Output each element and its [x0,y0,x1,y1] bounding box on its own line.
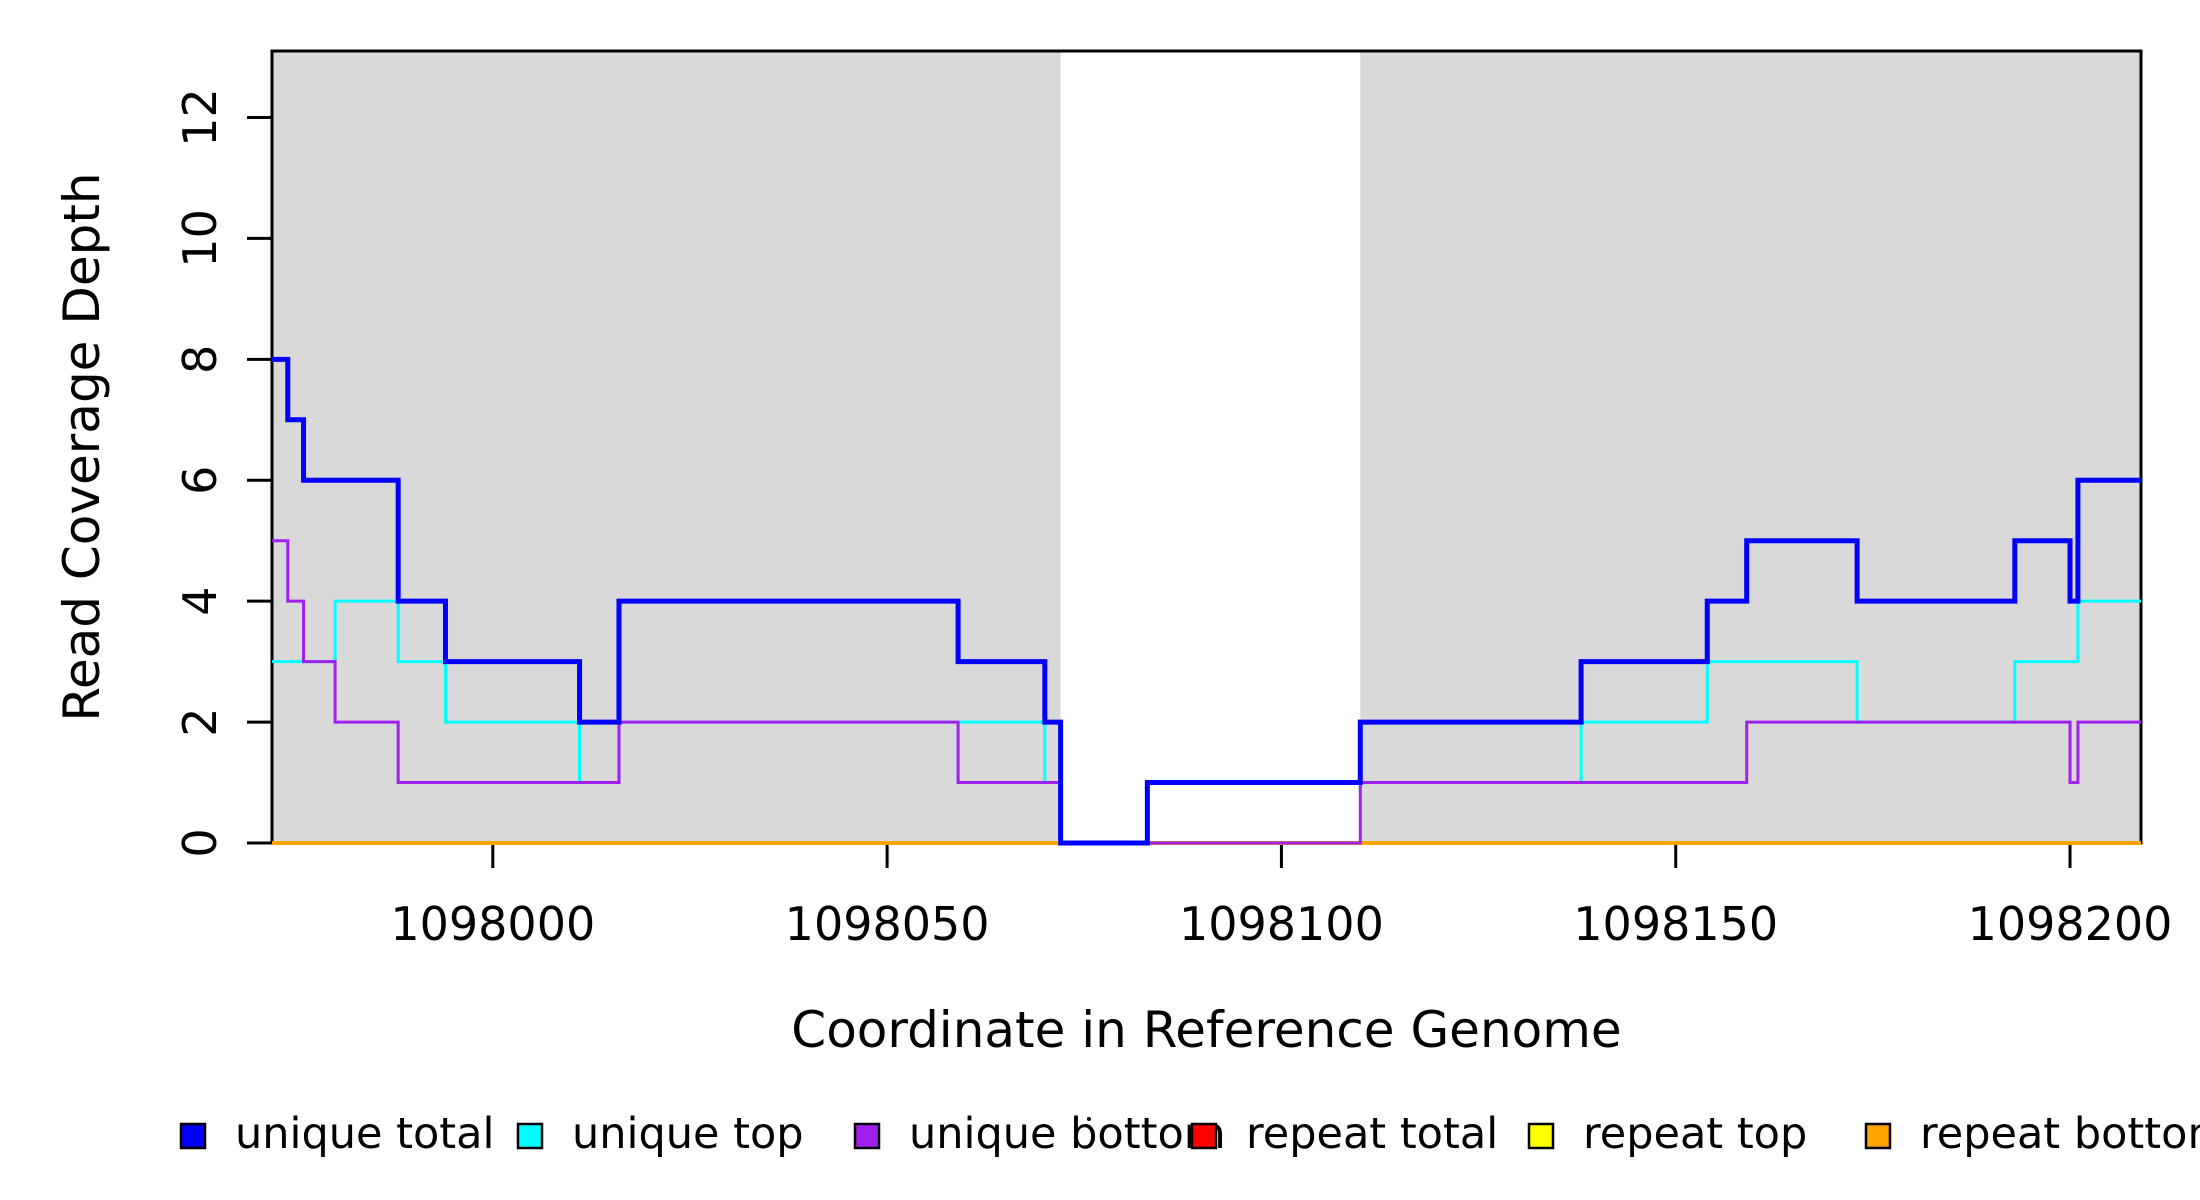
y-tick-label: 4 [173,587,227,616]
legend-label: repeat total [1246,1109,1498,1159]
x-axis-title: Coordinate in Reference Genome [791,1001,1621,1059]
legend-label: unique top [572,1109,804,1159]
legend-swatch-unique-bottom [853,1122,881,1150]
unique-region-shade [272,51,1061,843]
legend-artifact-dot [1087,1117,1091,1121]
unique-region-shade [1360,51,2141,843]
series-line-unique-bottom [272,539,2141,845]
legend-swatch-repeat-bottom [1864,1122,1892,1150]
legend-swatch-repeat-total [1190,1122,1218,1150]
legend-label: repeat bottom [1920,1109,2200,1159]
series-line-unique-total [272,356,2141,846]
y-tick-label: 0 [173,828,227,857]
legend-label: repeat top [1583,1109,1807,1159]
y-tick-label: 8 [173,345,227,374]
x-tick-label: 1098200 [1968,897,2173,951]
y-tick-label: 12 [173,88,227,147]
y-tick-label: 6 [173,466,227,495]
legend-swatch-unique-total [179,1122,207,1150]
x-axis-ticks: 1098000 1098050 1098100 1098150 1098200 [390,843,2172,951]
legend: unique total unique top unique bottom repea… [179,1109,2200,1159]
x-tick-label: 1098100 [1179,897,1384,951]
x-tick-label: 1098150 [1573,897,1778,951]
legend-label: unique total [235,1109,494,1159]
y-axis-title: Read Coverage Depth [53,172,111,721]
x-tick-label: 1098000 [390,897,595,951]
y-tick-label: 10 [173,209,227,268]
legend-swatch-unique-top [516,1122,544,1150]
y-tick-label: 2 [173,707,227,736]
y-axis-ticks: 0 2 4 6 8 10 12 [173,88,272,858]
shaded-regions [272,51,2141,843]
legend-swatch-repeat-top [1527,1122,1555,1150]
legend-label: unique bottom [909,1109,1226,1159]
coverage-step-lines [272,356,2141,846]
x-tick-label: 1098050 [785,897,990,951]
